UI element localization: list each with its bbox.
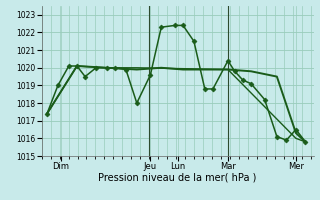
X-axis label: Pression niveau de la mer( hPa ): Pression niveau de la mer( hPa )	[99, 173, 257, 183]
